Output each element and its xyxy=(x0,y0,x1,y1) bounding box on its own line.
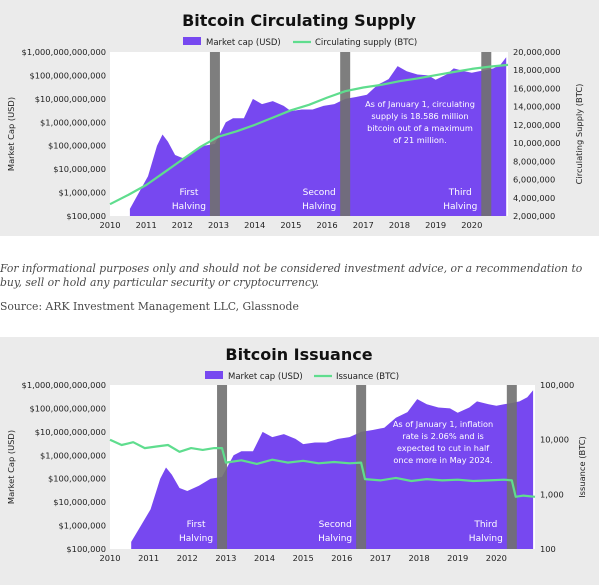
x-tick-label: 2014 xyxy=(244,220,265,230)
halving-label: Halving xyxy=(469,534,503,544)
y-left-tick-label: $100,000,000 xyxy=(48,141,106,151)
halving-bar xyxy=(217,385,228,549)
x-tick-label: 2015 xyxy=(280,220,301,230)
y-right-tick-label: 8,000,000 xyxy=(513,156,555,166)
y-right-tick-label: 2,000,000 xyxy=(513,211,555,221)
y-left-tick-label: $1,000,000,000,000 xyxy=(22,47,106,57)
y-axis-right-title: Circulating Supply (BTC) xyxy=(574,84,584,185)
x-tick-label: 2017 xyxy=(370,553,391,563)
y-left-tick-label: $1,000,000,000 xyxy=(40,117,106,127)
x-tick-label: 2013 xyxy=(208,220,229,230)
halving-label: First xyxy=(179,188,198,198)
x-tick-label: 2018 xyxy=(409,553,430,563)
y-right-tick-label: 10,000,000 xyxy=(513,138,561,148)
secondary-series-line xyxy=(109,438,536,498)
x-tick-label: 2019 xyxy=(425,220,446,230)
y-right-tick-label: 18,000,000 xyxy=(513,65,561,75)
y-left-tick-label: $1,000,000,000 xyxy=(40,450,106,460)
x-tick-label: 2020 xyxy=(486,553,507,563)
y-right-tick-label: 16,000,000 xyxy=(513,83,561,93)
halving-label: First xyxy=(187,520,206,530)
annotation-line: once more in May 2024. xyxy=(393,455,492,465)
circulating-supply-chart: Bitcoin Circulating Supply Market cap (US… xyxy=(0,0,599,236)
y-right-tick-label: 14,000,000 xyxy=(513,102,561,112)
y-left-tick-label: $1,000,000,000,000 xyxy=(22,380,106,390)
halving-label: Third xyxy=(448,188,472,198)
halving-label: Halving xyxy=(179,534,213,544)
annotation-line: As of January 1, inflation xyxy=(393,419,493,429)
x-tick-label: 2013 xyxy=(215,553,236,563)
y-right-tick-label: 20,000,000 xyxy=(513,47,561,57)
legend-label-line: Issuance (BTC) xyxy=(336,372,399,382)
halving-label: Halving xyxy=(302,202,336,212)
x-tick-label: 2014 xyxy=(254,553,275,563)
legend-label-market-cap: Market cap (USD) xyxy=(206,38,281,48)
halving-bar xyxy=(481,52,492,216)
annotation-line: rate is 2.06% and is xyxy=(402,431,484,441)
legend-swatch-market-cap xyxy=(183,37,201,45)
x-tick-label: 2011 xyxy=(138,553,159,563)
chart-title: Bitcoin Issuance xyxy=(225,345,372,364)
x-tick-label: 2020 xyxy=(461,220,482,230)
y-axis-left-title: Market Cap (USD) xyxy=(6,97,16,171)
annotation-line: of 21 million. xyxy=(393,135,446,145)
halving-label: Halving xyxy=(443,202,477,212)
halving-label: Third xyxy=(473,520,497,530)
y-left-tick-label: $100,000 xyxy=(66,544,106,554)
secondary-series-line xyxy=(109,63,509,206)
x-tick-label: 2012 xyxy=(172,220,193,230)
x-tick-label: 2018 xyxy=(389,220,410,230)
y-left-tick-label: $10,000,000,000 xyxy=(35,427,106,437)
market-cap-area xyxy=(129,57,507,217)
disclaimer-caption: For informational purposes only and shou… xyxy=(0,262,583,289)
y-left-tick-label: $10,000,000,000 xyxy=(35,94,106,104)
circulating-supply-svg: Bitcoin Circulating Supply Market cap (US… xyxy=(6,11,584,230)
annotation-line: expected to cut in half xyxy=(397,443,490,453)
source-note: Source: ARK Investment Management LLC, G… xyxy=(0,300,299,313)
issuance-svg: Bitcoin Issuance Market cap (USD) Issuance… xyxy=(6,345,587,563)
y-right-tick-label: 1,000 xyxy=(540,489,564,499)
annotation-line: As of January 1, circulating xyxy=(365,99,475,109)
y-right-tick-label: 100,000 xyxy=(540,380,574,390)
x-tick-label: 2010 xyxy=(99,553,120,563)
y-left-tick-label: $1,000,000 xyxy=(58,521,106,531)
legend-label-market-cap: Market cap (USD) xyxy=(228,372,303,382)
x-tick-label: 2015 xyxy=(293,553,314,563)
halving-bar xyxy=(506,385,517,549)
chart-title: Bitcoin Circulating Supply xyxy=(182,11,416,30)
y-left-tick-label: $10,000,000 xyxy=(53,164,106,174)
issuance-chart: Bitcoin Issuance Market cap (USD) Issuance… xyxy=(0,337,599,585)
y-left-tick-label: $100,000 xyxy=(66,211,106,221)
y-left-tick-label: $100,000,000,000 xyxy=(29,70,106,80)
x-tick-label: 2017 xyxy=(353,220,374,230)
y-right-tick-label: 100 xyxy=(540,544,556,554)
halving-label: Second xyxy=(319,520,352,530)
y-left-tick-label: $100,000,000 xyxy=(48,474,106,484)
y-right-tick-label: 4,000,000 xyxy=(513,193,555,203)
annotation-line: supply is 18.586 million xyxy=(371,111,468,121)
x-tick-label: 2016 xyxy=(317,220,338,230)
halving-label: Second xyxy=(303,188,336,198)
x-tick-label: 2011 xyxy=(136,220,157,230)
y-left-tick-label: $1,000,000 xyxy=(58,188,106,198)
halving-label: Halving xyxy=(172,202,206,212)
market-cap-area xyxy=(131,390,534,549)
x-tick-label: 2016 xyxy=(331,553,352,563)
y-axis-left-title: Market Cap (USD) xyxy=(6,430,16,504)
y-right-tick-label: 12,000,000 xyxy=(513,120,561,130)
y-left-tick-label: $100,000,000,000 xyxy=(29,403,106,413)
legend-swatch-market-cap xyxy=(205,371,223,379)
y-right-tick-label: 10,000 xyxy=(540,435,569,445)
x-tick-label: 2010 xyxy=(99,220,120,230)
annotation-line: bitcoin out of a maximum xyxy=(367,123,473,133)
halving-bar xyxy=(209,52,220,216)
y-axis-right-title: Issuance (BTC) xyxy=(577,436,587,498)
x-tick-label: 2019 xyxy=(447,553,468,563)
legend-label-line: Circulating supply (BTC) xyxy=(315,38,417,48)
halving-bar xyxy=(340,52,351,216)
y-left-tick-label: $10,000,000 xyxy=(53,497,106,507)
halving-label: Halving xyxy=(318,534,352,544)
x-tick-label: 2012 xyxy=(177,553,198,563)
y-right-tick-label: 6,000,000 xyxy=(513,175,555,185)
